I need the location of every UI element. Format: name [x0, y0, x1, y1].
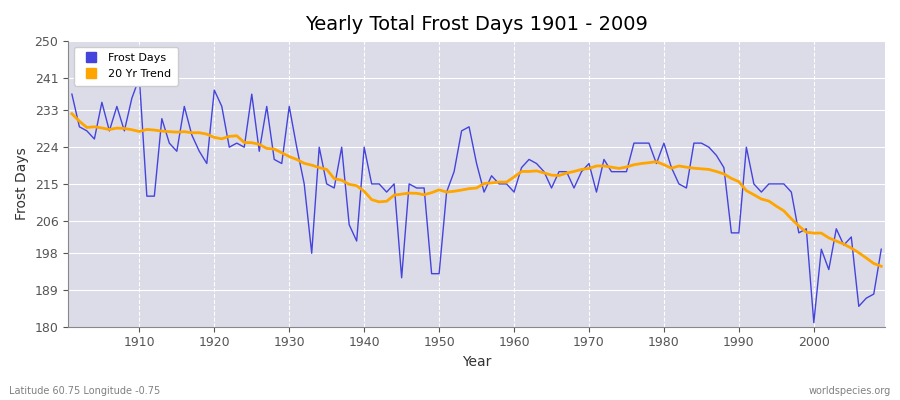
Title: Yearly Total Frost Days 1901 - 2009: Yearly Total Frost Days 1901 - 2009 [305, 15, 648, 34]
Y-axis label: Frost Days: Frost Days [15, 148, 29, 220]
Text: Latitude 60.75 Longitude -0.75: Latitude 60.75 Longitude -0.75 [9, 386, 160, 396]
Legend: Frost Days, 20 Yr Trend: Frost Days, 20 Yr Trend [74, 47, 178, 86]
Text: worldspecies.org: worldspecies.org [809, 386, 891, 396]
X-axis label: Year: Year [462, 355, 491, 369]
